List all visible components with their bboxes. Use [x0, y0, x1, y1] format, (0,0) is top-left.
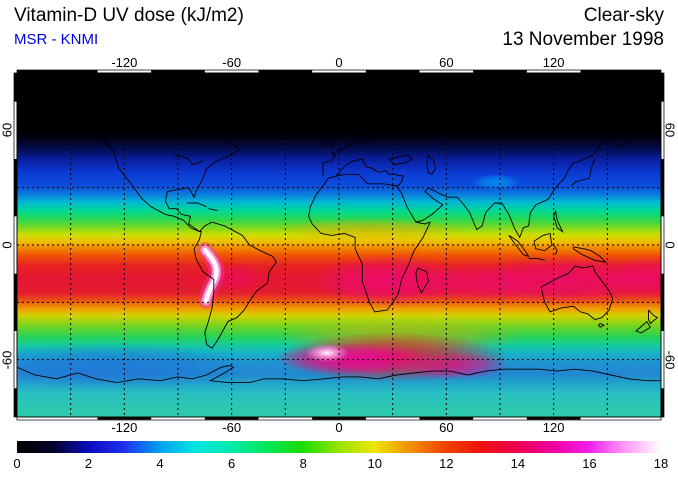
x-axis-top-tick-label: -120 — [111, 55, 138, 70]
y-axis-right-tick-label: 0 — [662, 241, 678, 249]
coastlines — [17, 85, 661, 384]
x-axis-bottom-tick-label: 0 — [335, 420, 343, 435]
x-axis-bottom-tick-label: 120 — [542, 420, 565, 435]
colorbar-tick-label: 16 — [582, 456, 597, 471]
x-axis-top-tick-label: -60 — [222, 55, 242, 70]
colorbar-tick-label: 4 — [156, 456, 164, 471]
colorbar-gradient — [17, 441, 661, 453]
x-axis-bottom-tick-label: -60 — [222, 420, 242, 435]
colorbar-tick-label: 2 — [84, 456, 93, 471]
page-title: Vitamin-D UV dose (kJ/m2) — [14, 5, 244, 26]
colorbar-tick-label: 8 — [299, 456, 307, 471]
graticule — [17, 73, 661, 417]
x-axis-bottom-tick-label: 60 — [439, 420, 454, 435]
condition-label: Clear-sky — [583, 5, 664, 26]
y-axis-left-tick-label: 60 — [0, 123, 15, 138]
y-axis-left-tick-label: -60 — [0, 350, 15, 370]
y-axis-right-tick-label: -60 — [662, 350, 678, 370]
colorbar-tick-label: 14 — [510, 456, 526, 471]
colorbar-tick-label: 0 — [13, 456, 21, 471]
x-axis-top-tick-label: 60 — [439, 55, 454, 70]
x-axis-top-tick-label: 120 — [542, 55, 565, 70]
colorbar-tick-label: 10 — [367, 456, 382, 471]
y-axis-right-tick-label: 60 — [662, 123, 678, 138]
colorbar-tick-label: 18 — [653, 456, 669, 471]
dataset-label: MSR - KNMI — [14, 31, 99, 48]
colorbar-tick-label: 6 — [228, 456, 236, 471]
x-axis-bottom-tick-label: -120 — [111, 420, 138, 435]
colorbar-tick-label: 12 — [439, 456, 454, 471]
x-axis-top-tick-label: 0 — [335, 55, 343, 70]
y-axis-left-tick-label: 0 — [0, 241, 15, 249]
date-label: 13 November 1998 — [502, 29, 664, 50]
